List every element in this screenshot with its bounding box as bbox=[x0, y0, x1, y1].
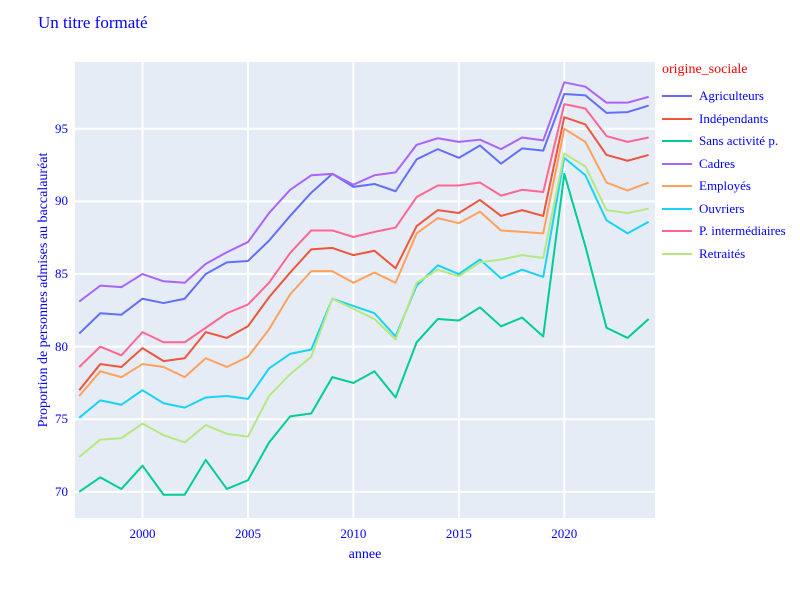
legend-label: Retraités bbox=[699, 245, 746, 261]
x-tick-label: 2000 bbox=[129, 526, 156, 541]
legend-item-sans-activit-p-[interactable]: Sans activité p. bbox=[662, 133, 797, 149]
legend-label: Agriculteurs bbox=[699, 88, 764, 103]
legend-item-ind-pendants[interactable]: Indépendants bbox=[662, 111, 797, 127]
legend-item-ouvriers[interactable]: Ouvriers bbox=[662, 201, 797, 217]
y-tick-label: 85 bbox=[55, 266, 68, 282]
legend-item-cadres[interactable]: Cadres bbox=[662, 156, 797, 172]
legend-swatch bbox=[662, 95, 692, 97]
legend-swatch bbox=[662, 162, 692, 165]
x-tick-label: 2010 bbox=[340, 526, 367, 541]
series-line-employ-s bbox=[78, 127, 650, 397]
plot-area bbox=[75, 62, 655, 518]
legend-items: Agriculteurs Indépendants Sans activité p.… bbox=[662, 88, 797, 262]
legend-item-p-interm-diaires[interactable]: P. intermédiaires bbox=[662, 223, 797, 239]
y-tick-label: 80 bbox=[55, 338, 68, 354]
legend-label: P. intermédiaires bbox=[699, 223, 786, 238]
legend-label: Sans activité p. bbox=[699, 133, 779, 148]
y-axis-title: Proportion de personnes admises au bacca… bbox=[36, 152, 51, 428]
x-tick-label: 2005 bbox=[234, 526, 261, 541]
series-line-ouvriers bbox=[78, 156, 650, 419]
legend: origine_sociale Agriculteurs Indépendants… bbox=[662, 62, 797, 268]
legend-swatch bbox=[662, 140, 692, 142]
x-tick-label: 2015 bbox=[445, 526, 472, 541]
legend-label: Ouvriers bbox=[699, 200, 745, 216]
legend-item-agriculteurs[interactable]: Agriculteurs bbox=[662, 88, 797, 104]
series-line-agriculteurs bbox=[78, 92, 649, 335]
x-axis-title: annee bbox=[348, 547, 382, 562]
legend-item-employ-s[interactable]: Employés bbox=[662, 178, 797, 194]
series-line-retrait-s bbox=[78, 152, 649, 458]
y-tick-label: 70 bbox=[55, 483, 68, 499]
legend-swatch bbox=[662, 185, 692, 187]
legend-title: origine_sociale bbox=[662, 62, 748, 77]
series-line-sans-activit-p- bbox=[78, 172, 650, 496]
chart-title: Un titre formaté bbox=[38, 13, 148, 32]
legend-swatch bbox=[662, 252, 692, 255]
x-tick-label: 2020 bbox=[551, 526, 578, 541]
series-line-ind-pendants bbox=[78, 116, 649, 391]
legend-swatch bbox=[662, 117, 692, 120]
legend-item-retrait-s[interactable]: Retraités bbox=[662, 246, 797, 262]
y-tick-label: 90 bbox=[55, 193, 68, 209]
series-line-cadres bbox=[78, 81, 649, 303]
legend-swatch bbox=[662, 207, 692, 210]
series-line-p-interm-diaires bbox=[78, 103, 649, 368]
legend-label: Employés bbox=[699, 178, 751, 193]
plot-canvas bbox=[75, 62, 655, 518]
y-tick-label: 95 bbox=[55, 120, 68, 136]
legend-label: Cadres bbox=[699, 155, 736, 171]
y-tick-label: 75 bbox=[55, 411, 68, 427]
legend-label: Indépendants bbox=[699, 110, 769, 126]
legend-swatch bbox=[662, 230, 692, 232]
